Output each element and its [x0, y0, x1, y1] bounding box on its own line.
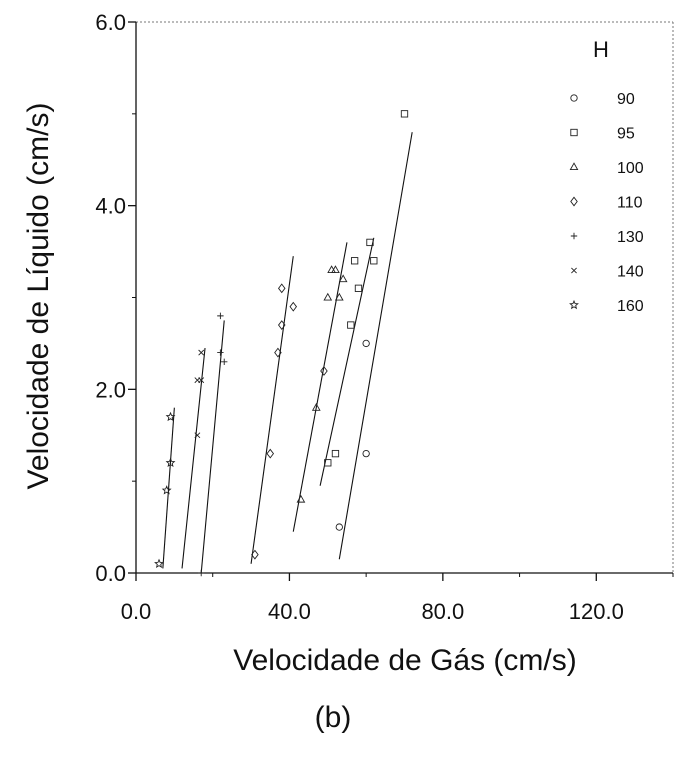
data-point-H130	[198, 569, 205, 577]
data-point-H100	[338, 274, 348, 283]
data-point-H110	[277, 320, 286, 330]
data-point-H95	[324, 459, 332, 467]
data-point-H90	[335, 523, 343, 531]
legend-marker-H90	[570, 94, 578, 102]
fit-line-H95	[319, 237, 375, 486]
data-point-H160	[161, 485, 172, 495]
data-point-H95	[400, 110, 409, 118]
data-point-H95	[350, 257, 359, 265]
data-point-H100	[323, 292, 333, 301]
legend-marker-H95	[570, 128, 578, 137]
legend-label: 140	[617, 264, 644, 281]
data-point-H140	[198, 349, 205, 356]
data-point-H95	[370, 257, 378, 265]
legend-label: 130	[617, 229, 644, 246]
x-tick-label: 0.0	[121, 599, 152, 624]
data-point-H95	[354, 284, 363, 292]
data-point-H130	[217, 312, 224, 320]
legend-label: 160	[617, 298, 644, 315]
data-point-H160	[165, 411, 176, 422]
data-point-H160	[165, 457, 176, 467]
y-tick-label: 6.0	[95, 10, 126, 35]
legend-marker-H140	[571, 267, 577, 274]
legend-label: 100	[617, 160, 644, 177]
fit-line-H140	[181, 347, 206, 569]
y-axis-title: Velocidade de Líquido (cm/s)	[22, 103, 55, 490]
legend-title: H	[593, 37, 609, 62]
data-point-H130	[217, 349, 224, 356]
legend-label: 90	[617, 91, 635, 108]
data-point-H130	[221, 358, 228, 365]
fit-line-H100	[292, 242, 348, 532]
data-point-H110	[277, 283, 286, 294]
y-tick-label: 0.0	[95, 561, 126, 586]
data-point-H100	[331, 265, 340, 273]
data-point-H140	[194, 432, 201, 439]
data-point-H100	[334, 292, 344, 301]
data-point-H110	[274, 347, 282, 358]
fit-line-H90	[338, 132, 413, 560]
data-point-H110	[251, 549, 259, 560]
x-tick-label: 80.0	[421, 599, 464, 624]
data-point-H90	[362, 339, 370, 348]
legend-marker-H160	[569, 299, 579, 310]
fit-line-H110	[250, 256, 294, 564]
data-point-H95	[347, 321, 355, 329]
data-point-H90	[362, 449, 370, 458]
data-point-H110	[320, 366, 328, 376]
data-point-H110	[289, 301, 298, 312]
y-tick-label: 2.0	[95, 377, 126, 402]
legend-marker-H110	[570, 196, 578, 207]
x-tick-label: 120.0	[569, 599, 624, 624]
data-point-H95	[366, 238, 374, 247]
legend-marker-H100	[569, 162, 579, 171]
data-point-H95	[331, 449, 340, 458]
x-axis-title: Velocidade de Gás (cm/s)	[233, 644, 577, 677]
panel-label: (b)	[315, 701, 352, 734]
legend-label: 95	[617, 126, 635, 143]
data-point-H110	[266, 448, 275, 459]
data-point-H140	[198, 377, 205, 384]
y-tick-label: 4.0	[95, 194, 126, 219]
fit-line-H130	[200, 320, 225, 574]
data-point-H100	[296, 494, 306, 503]
data-point-H100	[311, 402, 321, 411]
legend-marker-H130	[570, 232, 578, 240]
data-point-H160	[154, 558, 164, 568]
fit-line-H160	[162, 407, 175, 569]
x-tick-label: 40.0	[268, 599, 311, 624]
legend-label: 110	[617, 195, 643, 212]
